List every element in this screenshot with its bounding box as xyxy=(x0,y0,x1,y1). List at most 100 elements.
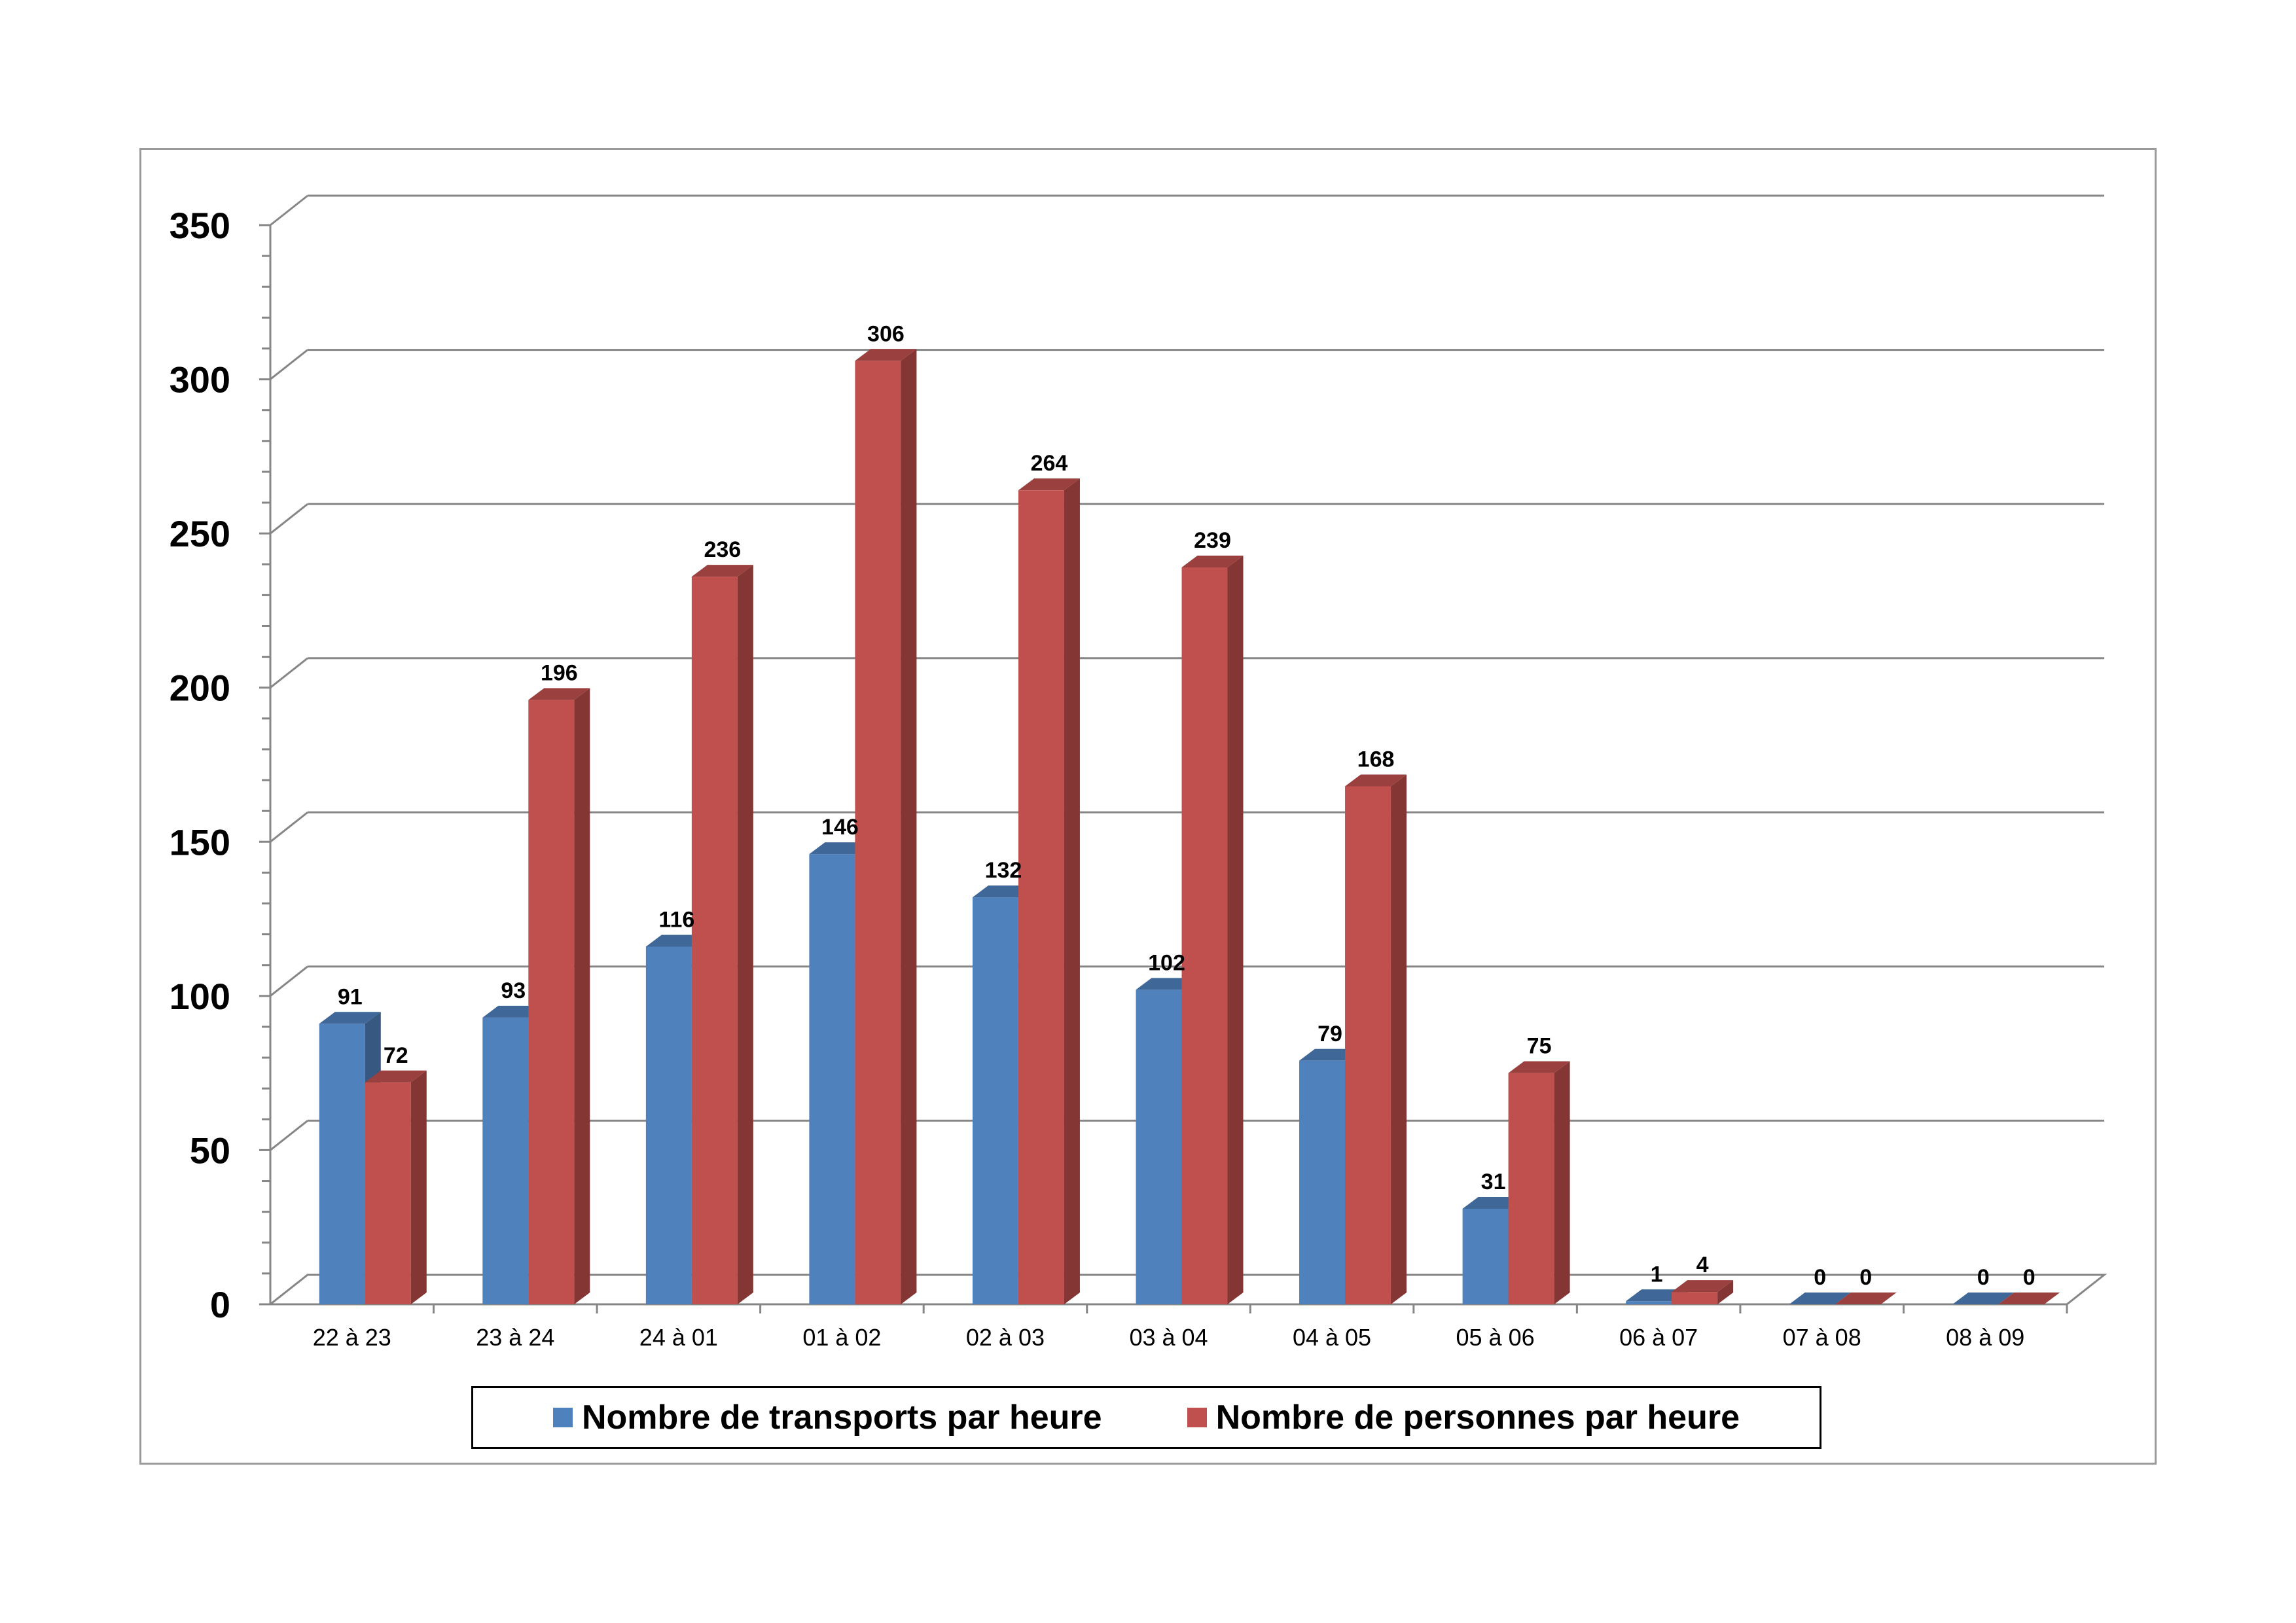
bar-top xyxy=(365,1070,427,1082)
data-label: 132 xyxy=(985,858,1022,883)
bar-side xyxy=(1717,1280,1734,1304)
x-tick-label: 02 à 03 xyxy=(966,1324,1045,1351)
data-label: 72 xyxy=(384,1043,408,1068)
y-tick-label: 250 xyxy=(170,513,230,554)
data-label: 102 xyxy=(1148,950,1185,975)
gridline-connector-350 xyxy=(270,194,308,226)
bar-side xyxy=(1227,555,1244,1305)
data-label: 146 xyxy=(821,815,859,840)
legend-label-transports: Nombre de transports par heure xyxy=(581,1399,1102,1436)
data-label: 0 xyxy=(1814,1265,1826,1290)
gridline-connector-50 xyxy=(270,1120,308,1151)
y-tick-label: 350 xyxy=(170,205,230,246)
bar-front xyxy=(528,700,575,1304)
data-label: 0 xyxy=(1977,1265,1990,1290)
bar-front xyxy=(1672,1292,1718,1304)
bar-top xyxy=(1181,555,1244,567)
x-tick-label: 22 à 23 xyxy=(313,1324,391,1351)
legend-entry-personnes: Nombre de personnes par heure xyxy=(1187,1398,1740,1437)
data-label: 75 xyxy=(1527,1034,1552,1059)
bar-side xyxy=(574,688,590,1304)
data-label: 4 xyxy=(1696,1253,1709,1277)
bar-front xyxy=(855,361,901,1304)
bar-top xyxy=(1952,1293,2015,1304)
bar-front xyxy=(809,854,855,1304)
data-label: 31 xyxy=(1481,1169,1506,1194)
gridline-connector-100 xyxy=(270,965,308,997)
bar-top xyxy=(1018,478,1080,491)
bar-top xyxy=(319,1012,381,1024)
x-tick-label: 23 à 24 xyxy=(476,1324,554,1351)
data-label: 1 xyxy=(1651,1262,1663,1287)
bar-front xyxy=(1018,490,1064,1304)
x-tick-label: 03 à 04 xyxy=(1129,1324,1208,1351)
bar-side xyxy=(901,349,917,1304)
data-labels: 91 72 93 196 116 236 146 306 132 264 102 239 79 168 31… xyxy=(338,321,2036,1290)
bar-side xyxy=(410,1070,427,1304)
bar-side xyxy=(1391,774,1407,1304)
bar-top xyxy=(1835,1293,1897,1304)
x-tick-label: 08 à 09 xyxy=(1946,1324,2024,1351)
chart-legend: Nombre de transports par heure Nombre de… xyxy=(471,1386,1821,1449)
data-label: 239 xyxy=(1194,528,1231,553)
bar-top xyxy=(1672,1280,1734,1293)
bar-top xyxy=(1998,1293,2060,1304)
bar-top xyxy=(1508,1061,1570,1073)
bar-side xyxy=(1064,478,1080,1304)
bar-front xyxy=(482,1017,529,1304)
x-axis: 22 à 23 23 à 24 24 à 01 01 à 02 02 à 03 03 à … xyxy=(313,1304,2068,1351)
data-label: 168 xyxy=(1357,747,1395,772)
bar-front xyxy=(1462,1208,1509,1304)
data-label: 93 xyxy=(501,978,526,1003)
bar-front xyxy=(1181,567,1228,1305)
data-label: 236 xyxy=(704,537,741,562)
y-tick-label: 50 xyxy=(190,1130,230,1171)
legend-swatch-personnes xyxy=(1187,1408,1207,1427)
data-label: 116 xyxy=(658,907,694,932)
bar-front xyxy=(1136,990,1182,1304)
data-label: 306 xyxy=(867,321,905,346)
data-label: 91 xyxy=(338,984,363,1009)
gridline-connector-150 xyxy=(270,812,308,843)
data-label: 79 xyxy=(1318,1022,1342,1046)
legend-entry-transports: Nombre de transports par heure xyxy=(552,1398,1102,1437)
y-axis: 0 50 100 150 200 250 300 350 xyxy=(170,205,272,1325)
bar-front xyxy=(319,1024,365,1304)
data-label: 264 xyxy=(1031,451,1068,476)
y-tick-label: 0 xyxy=(210,1284,230,1325)
bar-front xyxy=(1299,1060,1346,1304)
bar-top xyxy=(1789,1293,1851,1304)
y-tick-label: 200 xyxy=(170,668,230,709)
bar-front xyxy=(1626,1301,1672,1304)
gridline-connector-200 xyxy=(270,657,308,688)
bar-front xyxy=(1345,786,1391,1304)
bar-front xyxy=(972,897,1018,1304)
data-label: 0 xyxy=(1859,1265,1872,1290)
bar-front xyxy=(645,946,692,1304)
bar-front xyxy=(365,1082,411,1304)
x-tick-label: 04 à 05 xyxy=(1293,1324,1371,1351)
gridline-connector-250 xyxy=(270,503,308,535)
y-tick-label: 100 xyxy=(170,976,230,1017)
gridline-connector-300 xyxy=(270,349,308,380)
legend-swatch-transports xyxy=(552,1408,573,1427)
y-tick-label: 150 xyxy=(170,821,230,863)
data-label: 196 xyxy=(541,661,578,686)
x-tick-label: 01 à 02 xyxy=(802,1324,881,1351)
x-tick-label: 24 à 01 xyxy=(639,1324,718,1351)
legend-label-personnes: Nombre de personnes par heure xyxy=(1215,1399,1740,1436)
bar-front xyxy=(1508,1073,1554,1304)
x-tick-label: 07 à 08 xyxy=(1783,1324,1861,1351)
bar-side xyxy=(1554,1061,1570,1304)
bar-front xyxy=(691,577,738,1305)
bar-top xyxy=(691,565,753,577)
bar-top xyxy=(528,688,590,700)
bar-series-group xyxy=(319,349,2060,1305)
bar-top xyxy=(1345,774,1407,787)
y-tick-label: 300 xyxy=(170,359,230,401)
data-label: 0 xyxy=(2023,1265,2036,1290)
x-tick-label: 06 à 07 xyxy=(1619,1324,1698,1351)
x-tick-label: 05 à 06 xyxy=(1456,1324,1535,1351)
bar-side xyxy=(737,565,753,1305)
